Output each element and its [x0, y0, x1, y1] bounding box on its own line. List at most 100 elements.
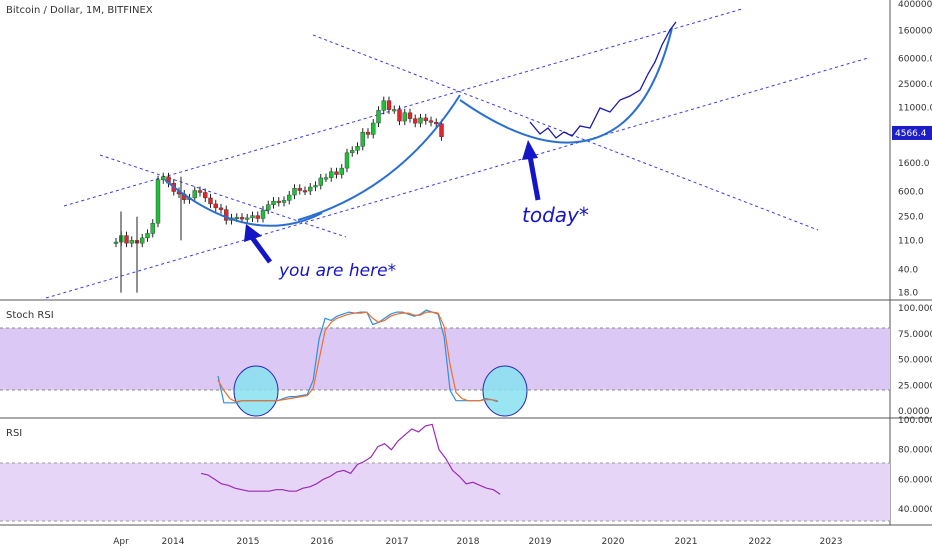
arrow-head-1 [244, 224, 262, 242]
curve-bowl-1 [164, 179, 323, 227]
rsi-tick-label: 60.0000 [898, 475, 932, 485]
stoch-rsi-band [0, 328, 890, 390]
candle-body [365, 131, 371, 135]
price-tick-label: 160000.0 [898, 26, 932, 36]
candle-body [161, 176, 166, 181]
candle-body [397, 109, 402, 122]
rsi-axis: 100.0000 80.0000 60.0000 40.0000 [898, 416, 932, 515]
time-tick-label: 2021 [675, 537, 698, 547]
candle-body [423, 117, 428, 121]
price-tick-label: 250.0 [898, 213, 924, 223]
curve-bowl-2 [459, 27, 673, 144]
candle-body [287, 194, 292, 201]
candle-body [313, 185, 318, 188]
candle-body [250, 215, 255, 219]
candle-body [197, 190, 203, 193]
rsi-tick-label: 80.0000 [898, 446, 932, 456]
price-tick-label: 110.0 [898, 236, 924, 246]
stoch-axis: 100.0000 75.0000 50.0000 25.0000 0.0000 [898, 304, 932, 417]
candle-body [255, 215, 260, 219]
main-chart-title: Bitcoin / Dollar, 1M, BITFINEX [6, 5, 153, 16]
candle-body [150, 222, 155, 234]
candle-body [381, 100, 386, 111]
current-price-tag [892, 125, 932, 140]
today-label: today* [522, 203, 589, 227]
candle-body [439, 123, 444, 137]
candle-body [260, 209, 266, 219]
stoch-tick-label: 50.0000 [898, 356, 932, 366]
time-axis: Apr 2014 2015 2016 2017 2018 2019 2020 2021 2022 2… [113, 537, 842, 547]
price-axis: 400000.0 160000.0 60000.0 25000.0 11000.0 456… [892, 0, 932, 299]
arrow-shaft-1 [248, 234, 273, 264]
today-arrow [522, 140, 541, 201]
you-are-here-arrow [244, 224, 273, 264]
rsi-band [0, 463, 890, 521]
time-tick-label: 2018 [457, 537, 480, 547]
candle-body [276, 200, 281, 203]
stoch-tick-label: 25.0000 [898, 381, 932, 391]
candle-body [208, 197, 213, 205]
candle-body [350, 150, 355, 153]
projection-path [529, 21, 677, 139]
candle-body [386, 100, 392, 110]
stoch-rsi-title: Stoch RSI [6, 310, 54, 321]
candle-body [145, 233, 150, 239]
time-tick-label: 2015 [237, 537, 260, 547]
candle-body [297, 188, 302, 191]
candle-body [413, 118, 418, 124]
upper-channel-line [63, 8, 743, 207]
price-tick-label: 600.0 [898, 187, 924, 197]
curve-overlays [164, 27, 673, 227]
time-tick-label: 2017 [386, 537, 409, 547]
you-are-here-label: you are here* [278, 261, 396, 281]
candle-body [334, 171, 339, 175]
time-tick-label: 2019 [529, 537, 552, 547]
price-tick-label: 1600.0 [898, 159, 930, 169]
candle-body [203, 192, 208, 199]
rsi-tick-label: 40.0000 [898, 505, 932, 515]
time-tick-label: 2023 [820, 537, 843, 547]
arrow-shaft-2 [527, 155, 541, 201]
price-tick-label: 60000.0 [898, 55, 932, 65]
rsi-title: RSI [6, 428, 22, 439]
arrow-head-2 [522, 140, 538, 160]
candle-body [360, 131, 365, 147]
candle-body [407, 112, 413, 119]
candle-body [245, 217, 250, 220]
descending-line-1 [99, 154, 347, 238]
stoch-oversold-circle-1 [233, 365, 279, 417]
price-tick-label: 25000.0 [898, 80, 932, 90]
candle-body [371, 122, 376, 135]
candle-body [218, 207, 224, 210]
candle-body [140, 237, 145, 244]
candle-body [376, 110, 381, 124]
price-tick-label: 11000.0 [898, 104, 932, 114]
candle-body [434, 122, 439, 125]
current-price-label: 4566.4 [895, 129, 927, 139]
candle-body [329, 171, 334, 178]
candle-body [402, 112, 407, 122]
candle-body [129, 240, 134, 244]
candle-body [271, 200, 276, 205]
candle-body [192, 190, 197, 199]
candle-body [428, 120, 434, 123]
curve-rise [297, 94, 461, 221]
candle-body [302, 190, 308, 193]
candle-body [323, 177, 329, 180]
candle-body [224, 209, 229, 221]
time-tick-label: 2022 [749, 537, 772, 547]
rsi-tick-label: 100.0000 [898, 416, 932, 426]
time-tick-label: 2014 [162, 537, 185, 547]
candlestick-series [113, 96, 444, 293]
candle-body [392, 109, 397, 112]
candle-body [344, 152, 350, 169]
candle-body [318, 177, 323, 186]
stoch-tick-label: 0.0000 [898, 407, 930, 417]
candle-body [155, 179, 161, 224]
stoch-oversold-circle-2 [482, 365, 528, 417]
candle-body [113, 241, 119, 244]
candle-body [281, 200, 287, 203]
price-tick-label: 18.0 [898, 289, 918, 299]
candle-body [355, 146, 360, 151]
